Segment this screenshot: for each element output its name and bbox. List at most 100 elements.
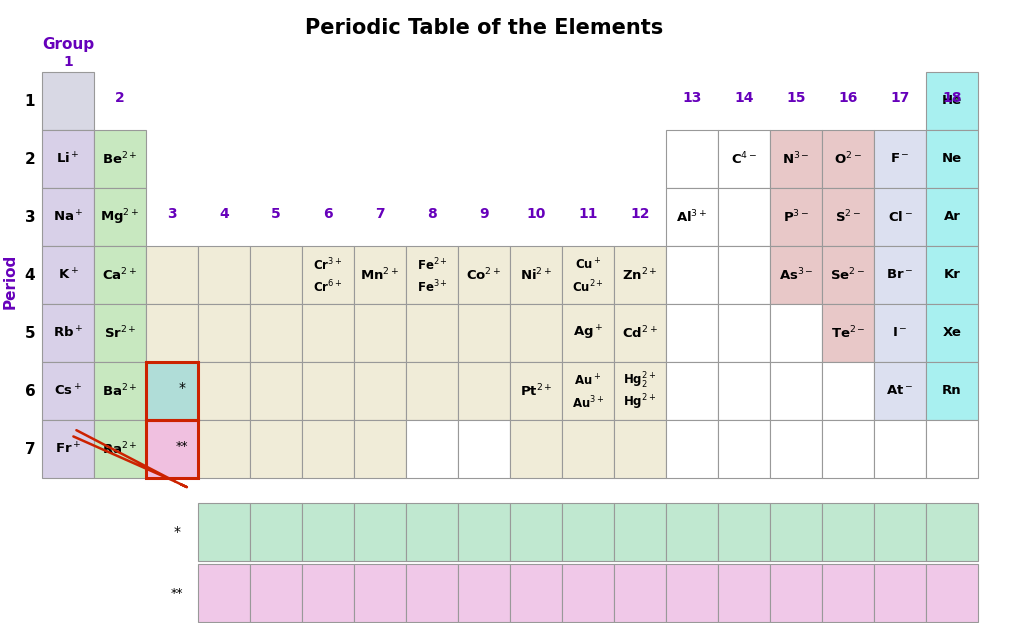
Bar [874,362,926,420]
Text: Rb$^+$: Rb$^+$ [53,325,83,341]
Bar [770,362,822,420]
Bar [146,362,198,420]
Bar [250,246,302,304]
Bar [458,420,510,478]
Text: N$^{3-}$: N$^{3-}$ [782,151,810,168]
Text: 2: 2 [115,91,125,105]
Bar [770,188,822,246]
Bar [406,246,458,304]
Bar [666,503,718,561]
Bar [198,304,250,362]
Bar [926,304,978,362]
Bar [718,420,770,478]
Bar [874,304,926,362]
Bar [822,246,874,304]
Bar [874,420,926,478]
Bar [354,304,406,362]
Text: Br$^-$: Br$^-$ [887,269,913,282]
Bar [562,362,614,420]
Bar [94,362,146,420]
Bar [926,72,978,130]
Bar [302,420,354,478]
Bar [926,188,978,246]
Text: 10: 10 [526,207,546,221]
Text: Mg$^{2+}$: Mg$^{2+}$ [100,207,139,227]
Bar [458,246,510,304]
Bar [354,362,406,420]
Bar [94,246,146,304]
Bar [458,503,510,561]
Text: Group: Group [42,37,94,52]
Text: Au$^{3+}$: Au$^{3+}$ [571,394,604,411]
Text: 1: 1 [63,55,73,69]
Bar [510,304,562,362]
Text: 3: 3 [25,209,35,224]
Bar [510,420,562,478]
Bar [406,564,458,622]
Bar [250,304,302,362]
Text: Mn$^{2+}$: Mn$^{2+}$ [360,267,399,283]
Text: 9: 9 [479,207,488,221]
Bar [718,246,770,304]
Bar [302,564,354,622]
Text: Ne: Ne [942,153,963,166]
Bar [926,564,978,622]
Text: 1: 1 [25,93,35,108]
Bar [146,304,198,362]
Bar [354,420,406,478]
Bar [718,130,770,188]
Bar [770,246,822,304]
Text: At$^-$: At$^-$ [887,384,913,397]
Bar [458,564,510,622]
Bar [822,188,874,246]
Text: P$^{3-}$: P$^{3-}$ [782,209,809,226]
Text: Pt$^{2+}$: Pt$^{2+}$ [519,383,552,399]
Text: 17: 17 [890,91,909,105]
Bar [42,304,94,362]
Bar [562,304,614,362]
Bar [302,362,354,420]
Bar [146,246,198,304]
Text: Periodic Table of the Elements: Periodic Table of the Elements [305,18,664,38]
Text: F$^-$: F$^-$ [890,153,910,166]
Text: 4: 4 [219,207,229,221]
Bar [354,246,406,304]
Text: Ca$^{2+}$: Ca$^{2+}$ [102,267,137,283]
Bar [770,503,822,561]
Bar [198,246,250,304]
Bar [614,503,666,561]
Text: 6: 6 [324,207,333,221]
Bar [666,362,718,420]
Bar [666,304,718,362]
Text: *: * [179,381,186,395]
Bar [874,188,926,246]
Bar [302,304,354,362]
Text: Cl$^-$: Cl$^-$ [888,210,912,224]
Bar [146,362,198,420]
Text: C$^{4-}$: C$^{4-}$ [731,151,757,168]
Bar [926,130,978,188]
Bar [354,503,406,561]
Text: Ba$^{2+}$: Ba$^{2+}$ [102,383,138,399]
Bar [770,130,822,188]
Bar [822,420,874,478]
Bar [510,503,562,561]
Bar [926,420,978,478]
Text: Al$^{3+}$: Al$^{3+}$ [676,209,708,226]
Bar [614,564,666,622]
Text: Na$^+$: Na$^+$ [52,209,83,225]
Bar [874,564,926,622]
Bar [770,420,822,478]
Bar [406,362,458,420]
Text: 6: 6 [25,384,36,399]
Bar [926,503,978,561]
Text: Ra$^{2+}$: Ra$^{2+}$ [102,440,138,457]
Bar [94,420,146,478]
Text: Fe$^{3+}$: Fe$^{3+}$ [417,278,447,295]
Bar [198,503,250,561]
Text: As$^{3-}$: As$^{3-}$ [778,267,813,283]
Bar [42,72,94,130]
Text: Zn$^{2+}$: Zn$^{2+}$ [623,267,657,283]
Text: Fr$^+$: Fr$^+$ [55,441,81,457]
Bar [250,503,302,561]
